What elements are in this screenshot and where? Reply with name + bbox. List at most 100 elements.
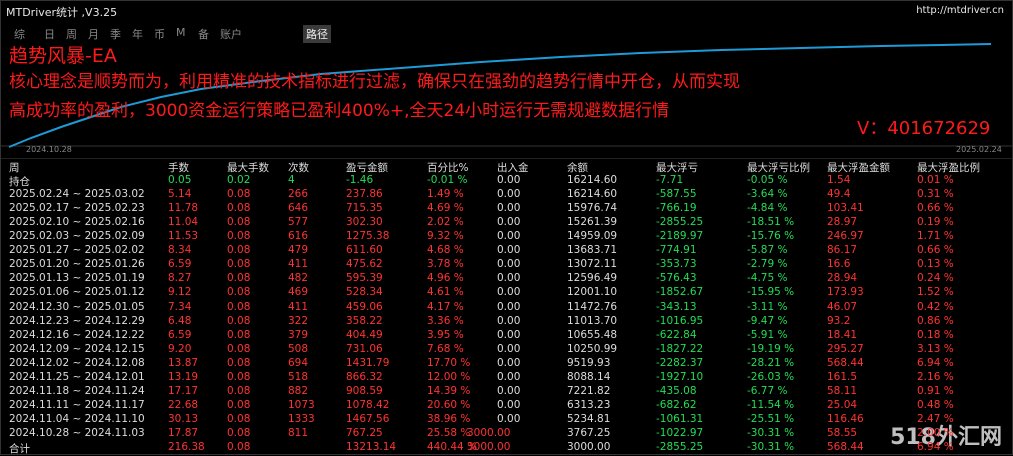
cell: 4 — [288, 174, 295, 187]
total-cell: 6.94 % — [917, 441, 954, 453]
cell: 11013.70 — [567, 314, 618, 327]
cell: 58.11 — [827, 384, 858, 397]
cell: 246.97 — [827, 230, 864, 243]
cell: 9.20 — [168, 342, 192, 355]
cell: 0.08 — [227, 328, 251, 341]
cell: 0.66 % — [917, 202, 954, 215]
cell: 479 — [288, 244, 309, 257]
cell: 295.27 — [827, 342, 864, 355]
cell: -1061.31 — [656, 412, 704, 425]
cell: 3.36 % — [427, 314, 464, 327]
cell: 459.06 — [346, 300, 383, 313]
total-cell: -2855.25 — [656, 441, 704, 453]
cell: 4.69 % — [427, 202, 464, 215]
tab[interactable]: 综 — [14, 28, 25, 41]
column-header: 余额 — [567, 162, 588, 174]
column-header: 周 — [9, 162, 20, 174]
cell: -622.84 — [656, 328, 697, 341]
tab[interactable]: 备 — [198, 28, 209, 41]
cell: -3.11 % — [747, 300, 788, 313]
cell: 0.00 — [497, 412, 521, 425]
cell: 0.24 % — [917, 272, 954, 285]
cell: 0.05 — [168, 174, 192, 187]
cell: 11.78 — [168, 202, 199, 215]
cell: 908.59 — [346, 384, 383, 397]
cell: 3.78 % — [427, 258, 464, 271]
cell: 4.61 % — [427, 286, 464, 299]
cell: 9519.93 — [567, 356, 611, 369]
cell: 46.07 — [827, 300, 858, 313]
cell: 0.08 — [227, 426, 251, 439]
cell: 7.68 % — [427, 342, 464, 355]
cell: 0.18 % — [917, 328, 954, 341]
tab[interactable]: 年 — [132, 28, 143, 41]
cell: 49.4 — [827, 188, 851, 201]
tab[interactable]: 日 — [44, 28, 55, 41]
cell: 0.00 — [497, 216, 521, 229]
row-label: 2025.02.03 ~ 2025.02.09 — [9, 230, 145, 243]
cell: 9.12 — [168, 286, 192, 299]
window-url[interactable]: http://mtdriver.cn — [916, 5, 1004, 16]
column-header: 出入金 — [497, 162, 529, 174]
total-cell: 440.44 % — [427, 441, 478, 453]
cell: 0.31 % — [917, 188, 954, 201]
cell: 475.62 — [346, 258, 383, 271]
cell: 103.41 — [827, 202, 864, 215]
cell: 237.86 — [346, 188, 383, 201]
column-header: 盈亏金额 — [346, 162, 388, 174]
tab[interactable]: 路径 — [303, 25, 331, 43]
cell: 0.00 — [497, 314, 521, 327]
cell: 58.55 — [827, 426, 858, 439]
tab[interactable]: M — [176, 26, 186, 39]
cell: 0.00 — [497, 202, 521, 215]
row-label: 持仓 — [9, 176, 30, 189]
cell: 2.00 % — [917, 426, 954, 439]
cell: 1.49 % — [427, 188, 464, 201]
cell: 14959.09 — [567, 230, 618, 243]
cell: 0.00 — [497, 286, 521, 299]
cell: 0.08 — [227, 356, 251, 369]
total-cell: 13213.14 — [346, 441, 397, 453]
row-label: 2024.11.25 ~ 2024.12.01 — [9, 370, 145, 383]
cell: 0.91 % — [917, 384, 954, 397]
cell: 16214.60 — [567, 174, 618, 187]
cell: 0.00 — [497, 342, 521, 355]
cell: 173.93 — [827, 286, 864, 299]
total-cell: -30.31 % — [747, 441, 795, 453]
cell: 8.27 — [168, 272, 192, 285]
contact: V：401672629 — [857, 118, 991, 139]
tab[interactable]: 币 — [154, 28, 165, 41]
cell: 3.95 % — [427, 328, 464, 341]
tab[interactable]: 月 — [88, 28, 99, 41]
cell: 1.71 % — [917, 230, 954, 243]
cell: 404.49 — [346, 328, 383, 341]
cell: 0.00 — [497, 258, 521, 271]
cell: -5.87 % — [747, 244, 788, 257]
cell: 6.94 % — [917, 356, 954, 369]
cell: 6313.23 — [567, 398, 611, 411]
cell: 93.2 — [827, 314, 851, 327]
row-label: 2025.02.17 ~ 2025.02.23 — [9, 202, 145, 215]
cell: 0.00 — [497, 188, 521, 201]
tab[interactable]: 账户 — [220, 28, 242, 41]
row-label: 2024.12.02 ~ 2024.12.08 — [9, 356, 145, 369]
cell: 6.48 — [168, 314, 192, 327]
column-header: 最大手数 — [227, 162, 269, 174]
tab[interactable]: 季 — [110, 28, 121, 41]
cell: 0.19 % — [917, 216, 954, 229]
cell: 882 — [288, 384, 309, 397]
cell: 6.59 — [168, 258, 192, 271]
cell: 4.96 % — [427, 272, 464, 285]
cell: 28.94 — [827, 272, 858, 285]
cell: -1927.10 — [656, 370, 704, 383]
total-label: 合计 — [9, 443, 30, 455]
cell: 17.70 % — [427, 356, 471, 369]
cell: 0.00 — [497, 230, 521, 243]
column-header: 最大浮盈比例 — [917, 162, 980, 174]
column-header: 次数 — [288, 162, 309, 174]
row-label: 2024.11.18 ~ 2024.11.24 — [9, 384, 145, 397]
tab[interactable]: 周 — [66, 28, 77, 41]
cell: -7.71 — [656, 174, 684, 187]
column-header: 最大浮亏比例 — [747, 162, 810, 174]
